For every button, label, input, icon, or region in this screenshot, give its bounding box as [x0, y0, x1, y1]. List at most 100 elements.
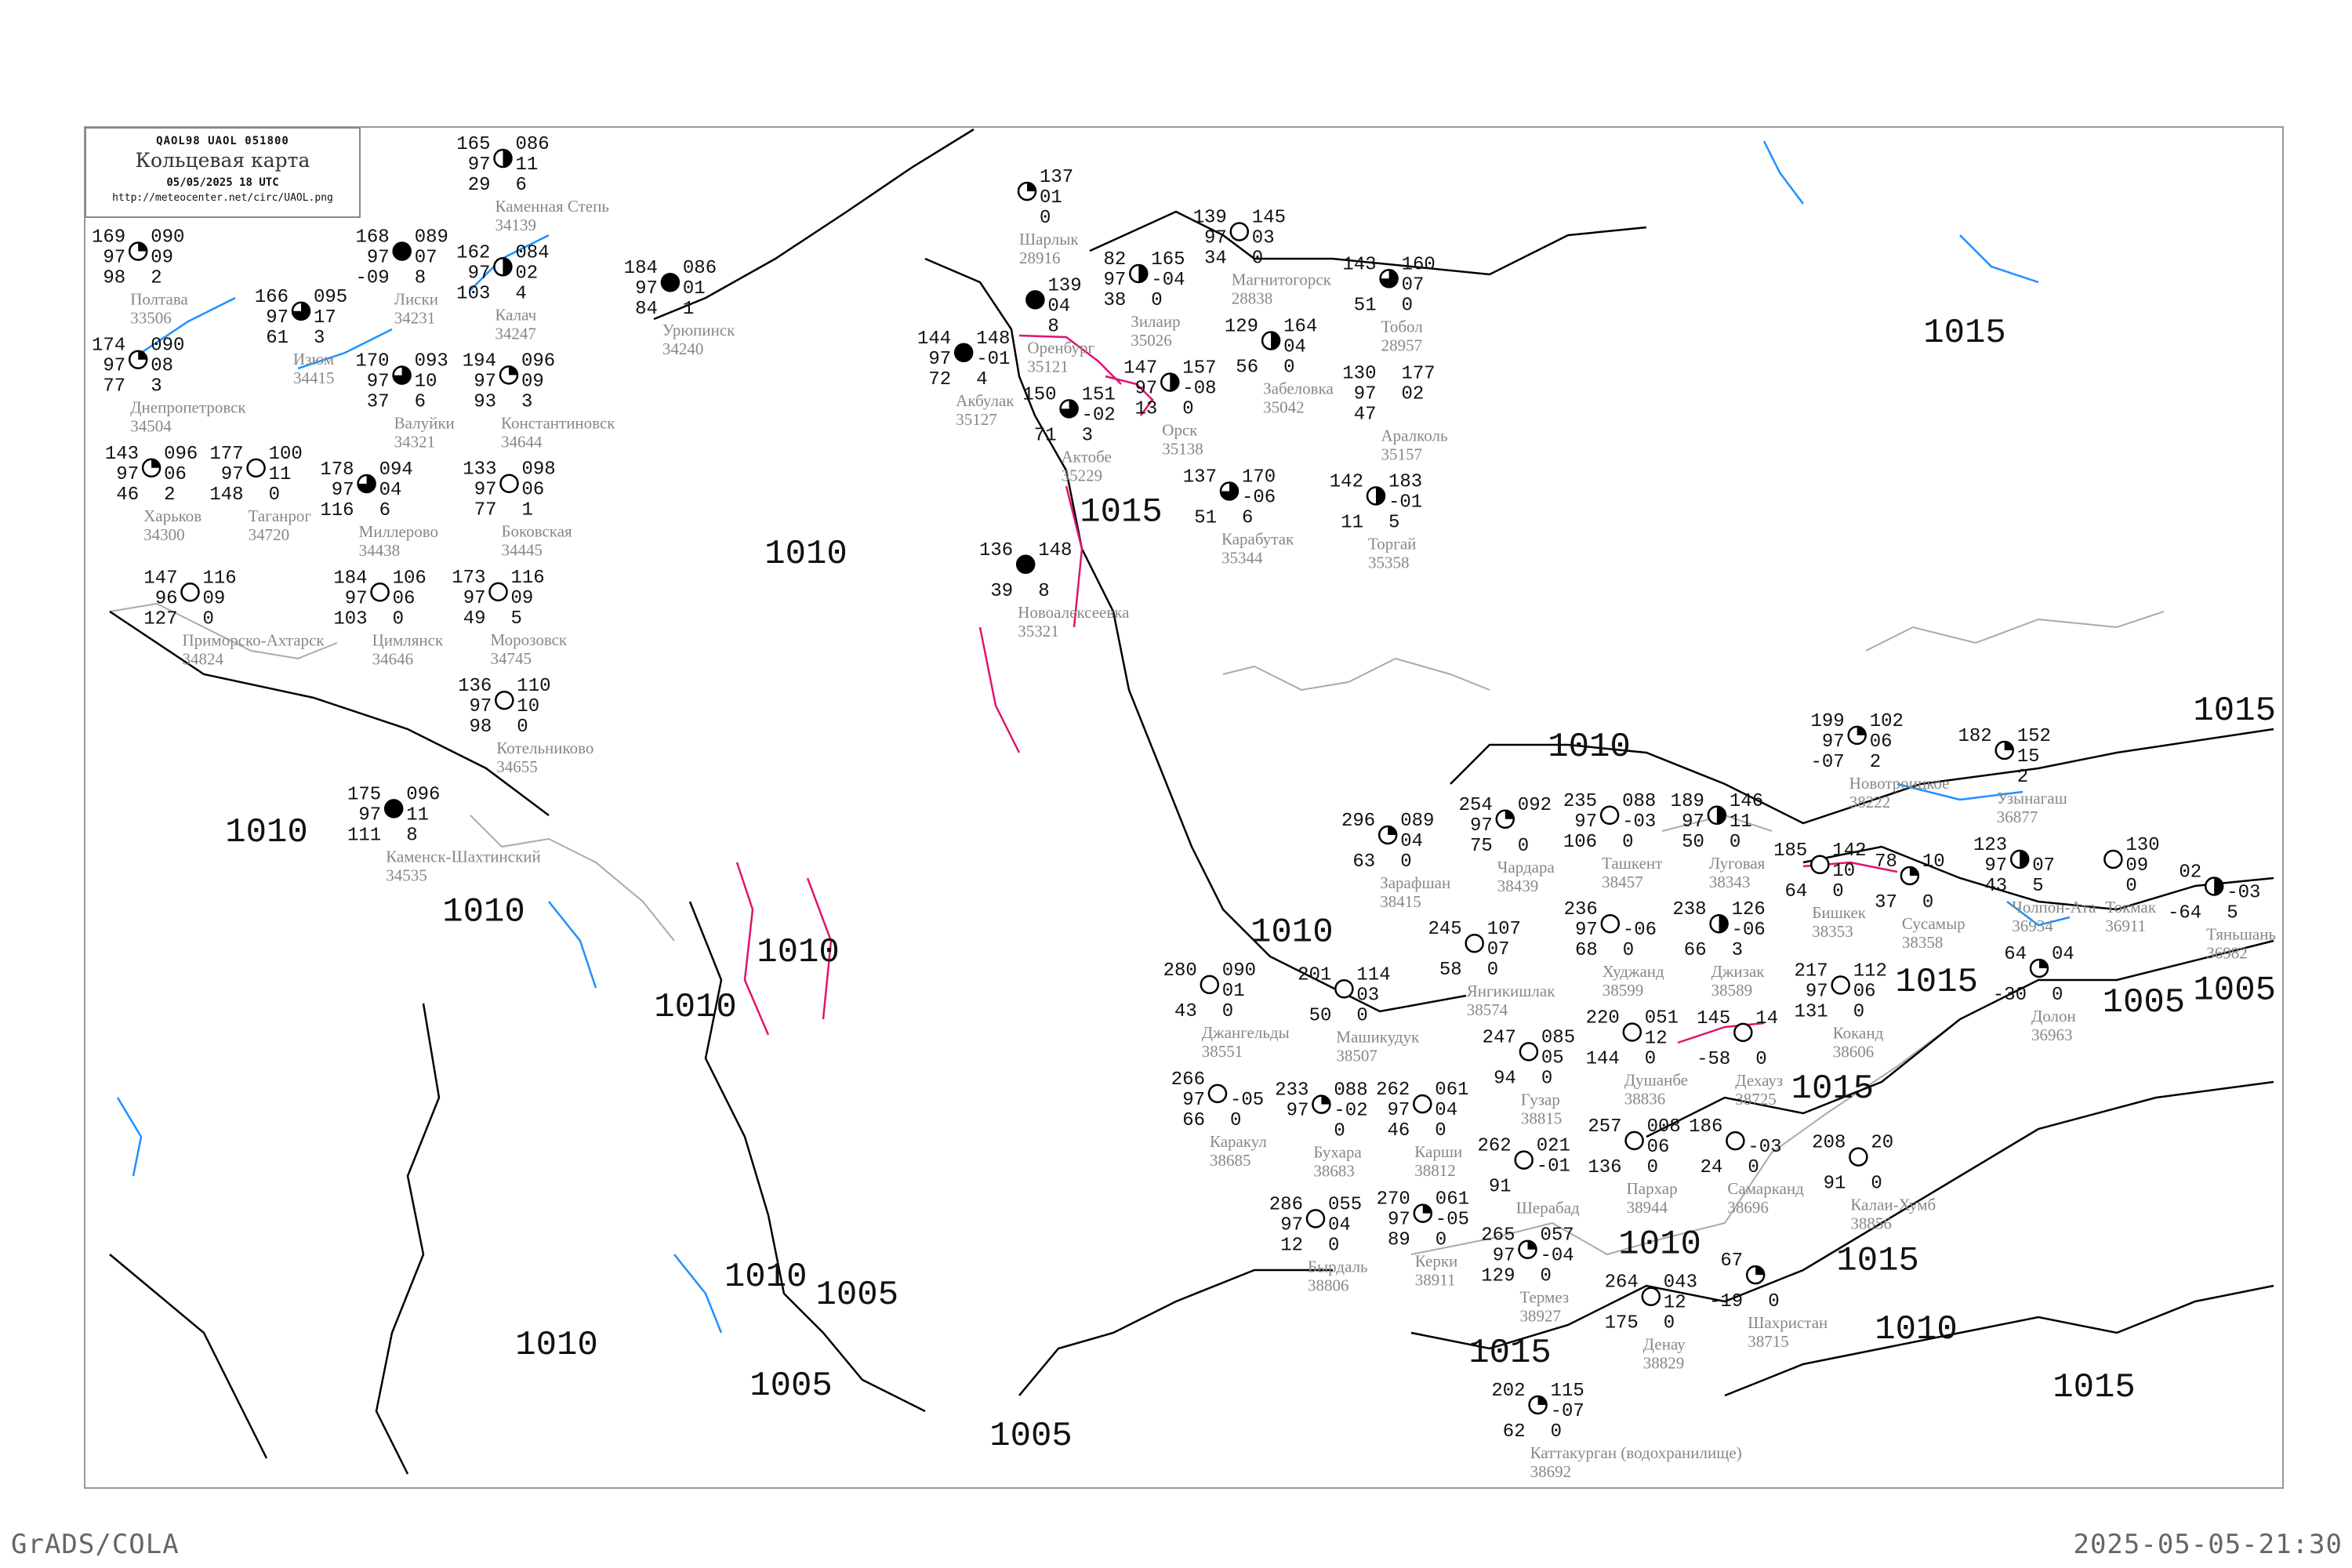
- station-value-bl: 13: [1134, 399, 1157, 420]
- station-value-bl: 98: [103, 268, 125, 289]
- station-value-tr: 114: [1356, 964, 1390, 985]
- station-index: 38222: [1849, 793, 1891, 811]
- station-value-tl: 166: [255, 287, 289, 308]
- station-index: 34535: [386, 866, 427, 884]
- station-value-bl: 39: [990, 581, 1013, 602]
- cloud-cover-icon: [1849, 1147, 1868, 1167]
- station-value-tl: 201: [1298, 964, 1331, 985]
- coastlines-borders: [109, 602, 2165, 1256]
- station-value-tl: 133: [463, 459, 496, 481]
- station-index: 38589: [1711, 981, 1753, 1000]
- cloud-cover-fill: [1422, 1204, 1432, 1214]
- station-value-tr: 090: [1222, 960, 1256, 982]
- station-value-mr: 06: [164, 464, 187, 485]
- station-name: Чардара: [1497, 858, 1555, 877]
- cloud-cover-icon: [1733, 1022, 1753, 1043]
- station-value-ml: 97: [1806, 982, 1828, 1003]
- isobar-label: 1010: [1875, 1310, 1958, 1349]
- station-value-bl: 98: [469, 717, 492, 738]
- station-value-bl: 51: [1354, 295, 1377, 316]
- station-value-br: 5: [2227, 903, 2238, 924]
- station-value-tl: 217: [1794, 961, 1828, 982]
- isobar-label: 1005: [750, 1367, 833, 1406]
- station-value-br: 3: [1082, 425, 1093, 446]
- station-value-mr: -06: [1732, 920, 1766, 941]
- station-value-tr: 096: [406, 784, 440, 805]
- station-index: 38343: [1709, 873, 1751, 891]
- isobar-label: 1010: [442, 893, 525, 932]
- isobar-label-group: 1010: [1618, 1225, 1701, 1264]
- station-name: Константиновск: [501, 413, 615, 432]
- isobar-label-group: 1015: [1468, 1334, 1552, 1373]
- station-value-tl: 143: [105, 444, 139, 465]
- station-value-tr: 115: [1551, 1381, 1584, 1402]
- station-value-br: 0: [517, 717, 528, 738]
- station-name: Долон: [2031, 1007, 2076, 1025]
- station-value-br: 8: [1038, 581, 1049, 602]
- station-index: 35157: [1381, 445, 1423, 463]
- station-index: 38415: [1380, 892, 1421, 911]
- station-name: Душанбе: [1624, 1071, 1688, 1090]
- station-value-tr: 085: [1541, 1027, 1575, 1048]
- station-value-mr: 07: [415, 248, 437, 269]
- station-value-tr: 093: [415, 351, 448, 372]
- cloud-cover-fill: [1271, 332, 1280, 350]
- station-value-ml: 97: [332, 480, 354, 501]
- cloud-cover-fill: [1755, 1266, 1765, 1276]
- isobar-label: 1010: [1618, 1225, 1701, 1264]
- station-value-mr: 01: [1222, 981, 1245, 1002]
- isobar-label: 1005: [2193, 971, 2276, 1011]
- station-plots: 1699798090092Полтава335061439746096062Ха…: [92, 134, 2276, 1481]
- station-value-mr: 04: [1047, 296, 1070, 317]
- station-index: 35321: [1018, 622, 1059, 641]
- cloud-cover-fill: [1388, 826, 1397, 835]
- cloud-cover-icon: [1519, 1042, 1539, 1062]
- isobar-label: 1005: [815, 1276, 898, 1315]
- station-value-tr: 089: [1400, 811, 1434, 832]
- station-name: Джангельды: [1202, 1023, 1290, 1042]
- station-value-tl: 130: [1342, 363, 1376, 384]
- station-value-bl: 29: [468, 175, 491, 196]
- cloud-cover-icon: [180, 583, 200, 602]
- station-value-br: 8: [415, 268, 426, 289]
- station-value-bl: 103: [333, 608, 367, 630]
- cloud-cover-icon: [1831, 975, 1850, 995]
- station-value-tl: 235: [1563, 791, 1597, 812]
- station-index: 35138: [1162, 440, 1203, 459]
- cloud-cover-icon: [1334, 979, 1354, 999]
- station-value-bl: -07: [1810, 752, 1844, 773]
- station-value-tr: 14: [1755, 1008, 1778, 1029]
- station-name: Янгикишлак: [1467, 982, 1556, 1000]
- station-value-bl: 91: [1489, 1177, 1512, 1198]
- station-index: 38911: [1415, 1271, 1456, 1290]
- map-url: http://meteocenter.net/circ/UAOL.png: [112, 192, 333, 204]
- station-value-bl: 89: [1388, 1230, 1410, 1251]
- cloud-cover-fill: [1376, 487, 1385, 505]
- station-value-tl: 286: [1269, 1194, 1303, 1215]
- isotherm-lines: [116, 140, 2071, 1334]
- station-value-br: 4: [976, 369, 987, 390]
- isobar-label-group: 1005: [815, 1276, 898, 1315]
- station-value-br: 1: [683, 299, 694, 320]
- station-value-br: 0: [1334, 1121, 1345, 1142]
- station-name: Калач: [495, 305, 536, 324]
- station-value-br: 0: [1436, 1230, 1446, 1251]
- station-value-mr: 07: [1402, 274, 1425, 296]
- cloud-cover-fill: [1060, 400, 1078, 418]
- station-value-br: 2: [1870, 752, 1881, 773]
- station-index: 34655: [496, 757, 538, 776]
- station-value-mr: -08: [1182, 379, 1216, 400]
- station-value-tl: 220: [1586, 1008, 1620, 1029]
- isobar-label: 1015: [1836, 1242, 1919, 1281]
- station-value-tl: 64: [2004, 944, 2027, 965]
- station-value-ml: 97: [1388, 1210, 1410, 1231]
- station-value-ml: 97: [1984, 855, 2007, 877]
- cloud-cover-icon: [495, 690, 514, 710]
- station-name: Луговая: [1709, 854, 1766, 873]
